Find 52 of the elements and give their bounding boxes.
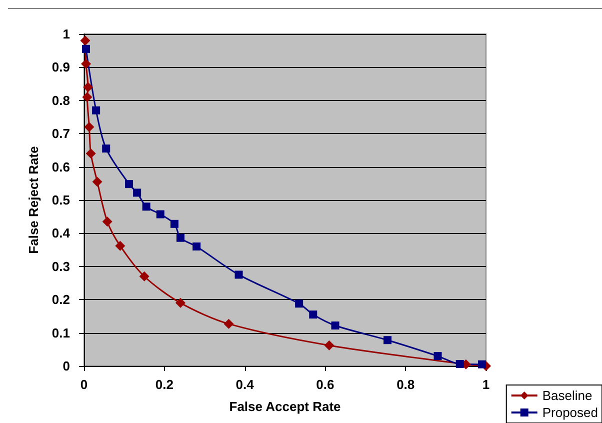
point — [192, 242, 201, 250]
x-tick-label: 0.2 — [155, 377, 174, 392]
point — [139, 271, 150, 282]
point — [331, 321, 340, 330]
point — [234, 270, 243, 279]
x-tick-label: 0.6 — [316, 377, 334, 392]
point — [92, 176, 102, 187]
x-tick-label: 1 — [482, 377, 490, 392]
point — [82, 92, 92, 102]
y-tick-label: 0.6 — [52, 159, 70, 174]
y-tick-label: 0 — [62, 358, 70, 374]
point — [309, 310, 318, 319]
point — [80, 36, 90, 46]
point — [84, 122, 94, 132]
point — [224, 318, 234, 329]
point — [175, 298, 186, 308]
x-axis-title: False Accept Rate — [229, 399, 341, 414]
point — [102, 144, 110, 153]
point — [115, 240, 126, 251]
point — [156, 210, 164, 218]
point — [92, 106, 100, 114]
y-tick-label: 0.8 — [52, 92, 70, 108]
point — [83, 82, 94, 92]
point — [176, 234, 184, 242]
point — [86, 148, 96, 159]
point — [295, 300, 304, 308]
point — [456, 360, 464, 368]
y-tick-label: 0.9 — [52, 60, 70, 75]
point — [142, 202, 150, 211]
point — [170, 220, 178, 228]
y-tick-label: 0.2 — [52, 292, 70, 308]
y-tick-label: 0.1 — [52, 325, 70, 340]
point — [133, 188, 142, 197]
point — [478, 360, 486, 368]
x-tick-label: 0.4 — [236, 377, 255, 392]
point — [81, 58, 92, 69]
x-tick-label: 0.8 — [396, 377, 415, 392]
y-axis-title: False Reject Rate — [26, 146, 41, 254]
point — [102, 216, 112, 227]
point — [82, 44, 90, 53]
point — [384, 336, 392, 344]
y-tick-label: 0.5 — [52, 192, 70, 208]
legend-label: Proposed — [542, 405, 598, 420]
y-tick-label: 0.4 — [52, 226, 71, 241]
point — [324, 340, 334, 350]
x-tick-label: 0 — [80, 377, 88, 392]
legend-label: Baseline — [542, 388, 592, 403]
y-tick-label: 1 — [62, 26, 70, 42]
y-tick-label: 0.3 — [52, 258, 70, 274]
point — [125, 180, 134, 188]
y-tick-label: 0.7 — [52, 126, 70, 142]
point — [434, 352, 442, 360]
